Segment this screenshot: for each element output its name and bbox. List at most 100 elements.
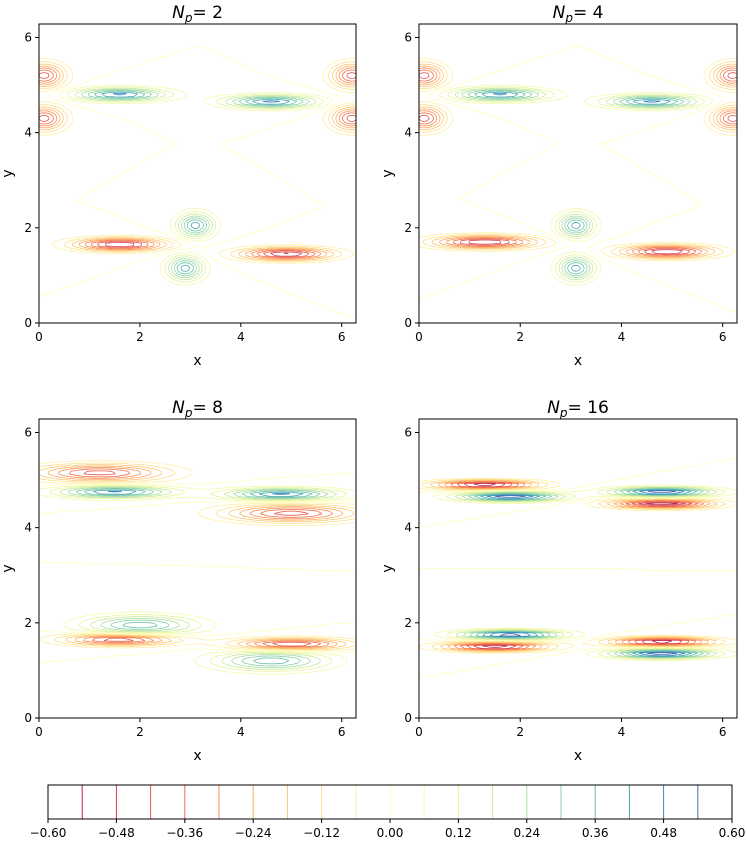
- y-axis-label: y: [0, 564, 16, 572]
- contour-line: [419, 46, 737, 314]
- colorbar: −0.60 −0.48 −0.36 −0.24 −0.12 0.00 0.12 0.24 0.3…: [30, 784, 745, 840]
- y-tick-label: 2: [24, 221, 32, 235]
- contour-line: [481, 91, 671, 272]
- x-axis-label: x: [193, 353, 201, 369]
- x-tick-label: 6: [338, 330, 346, 344]
- subplot-title: Np= 8: [172, 398, 223, 420]
- title-value: = 2: [192, 3, 222, 23]
- contour-line: [474, 90, 678, 275]
- contour-line: [83, 488, 313, 665]
- contour-line: [419, 477, 737, 654]
- contour-line: [463, 482, 686, 649]
- contour-line: [419, 72, 737, 256]
- x-tick-label: 2: [136, 330, 144, 344]
- title-subscript: p: [184, 11, 193, 25]
- y-axis-label: y: [0, 169, 16, 177]
- contour-line: [58, 467, 334, 648]
- contour-line: [39, 72, 356, 258]
- title-value: = 8: [192, 398, 222, 418]
- contour-line: [437, 480, 711, 652]
- x-tick-label: 4: [618, 330, 626, 344]
- x-tick-label: 0: [35, 725, 43, 739]
- x-tick-label: 0: [415, 725, 423, 739]
- colorbar-tick-label: 0.00: [377, 826, 404, 840]
- contour-line: [39, 472, 356, 664]
- contour-line: [454, 486, 718, 659]
- title-symbol: N: [172, 3, 185, 23]
- contour-line: [461, 88, 691, 279]
- contour-line: [456, 482, 693, 650]
- subplot-4: 0 2 4 6 0 2 4 6 x y Np= 16: [380, 398, 738, 764]
- contour-line: [445, 486, 727, 660]
- contour-line: [39, 61, 356, 263]
- title-symbol: N: [553, 3, 566, 23]
- contour-line: [81, 88, 311, 279]
- subplot-title: Np= 4: [553, 3, 604, 25]
- colorbar-tick-label: −0.48: [98, 826, 135, 840]
- contour-line: [468, 487, 704, 658]
- contour-lines: [39, 46, 356, 321]
- contour-line: [467, 89, 685, 277]
- contour-lines: [419, 46, 737, 314]
- contour-line: [112, 93, 280, 103]
- contour-line: [419, 65, 737, 258]
- contour-line: [444, 480, 705, 651]
- colorbar-tick-label: −0.24: [235, 826, 272, 840]
- colorbar-tick-label: 0.48: [650, 826, 677, 840]
- contour-line: [39, 58, 356, 264]
- subplot-3: 0 2 4 6 0 2 4 6 x y Np= 8: [0, 398, 357, 764]
- y-tick-label: 6: [404, 425, 412, 439]
- contour-line: [67, 487, 329, 669]
- x-tick-label: 2: [136, 725, 144, 739]
- contour-line: [107, 490, 291, 495]
- y-tick-label: 2: [404, 221, 412, 235]
- contour-lines: [39, 460, 356, 675]
- contour-line: [101, 91, 290, 272]
- y-tick-label: 0: [24, 711, 32, 725]
- contour-line: [48, 485, 348, 672]
- y-tick-label: 2: [404, 616, 412, 630]
- x-tick-label: 4: [618, 725, 626, 739]
- contour-line: [430, 479, 718, 652]
- contour-lines: [419, 458, 737, 679]
- x-tick-label: 6: [719, 330, 727, 344]
- title-subscript: p: [184, 406, 193, 420]
- colorbar-tick-label: 0.12: [445, 826, 472, 840]
- x-tick-label: 6: [338, 725, 346, 739]
- y-axis-label: y: [380, 564, 396, 572]
- contour-line: [39, 65, 356, 261]
- subplot-1: 0 2 4 6 0 2 4 6 x y Np= 2: [0, 3, 357, 369]
- contour-line: [419, 61, 737, 260]
- contour-line: [419, 58, 737, 262]
- title-value: = 16: [568, 398, 609, 418]
- contour-line: [74, 87, 317, 281]
- contour-line: [94, 90, 298, 275]
- contour-line: [450, 481, 699, 651]
- x-axis-label: x: [574, 353, 582, 369]
- x-axis-label: x: [574, 748, 582, 764]
- contour-line: [473, 483, 679, 648]
- contour-line: [39, 464, 355, 650]
- contour-line: [419, 63, 737, 259]
- contour-line: [447, 86, 705, 283]
- contour-line: [59, 84, 333, 286]
- contour-line: [39, 67, 356, 260]
- y-tick-label: 0: [24, 316, 32, 330]
- subplot-title: Np= 2: [172, 3, 223, 25]
- contour-line: [454, 87, 698, 281]
- contour-line: [39, 484, 356, 675]
- y-tick-label: 4: [24, 126, 32, 140]
- contour-line: [93, 489, 304, 497]
- contour-line: [39, 460, 356, 651]
- contour-line: [83, 470, 312, 647]
- axes-frame: [38, 23, 357, 324]
- x-tick-label: 4: [237, 330, 245, 344]
- contour-line: [419, 69, 737, 256]
- x-tick-label: 0: [35, 330, 43, 344]
- title-symbol: N: [172, 398, 185, 418]
- contour-line: [75, 487, 321, 667]
- y-tick-label: 6: [404, 30, 412, 44]
- y-tick-label: 2: [24, 616, 32, 630]
